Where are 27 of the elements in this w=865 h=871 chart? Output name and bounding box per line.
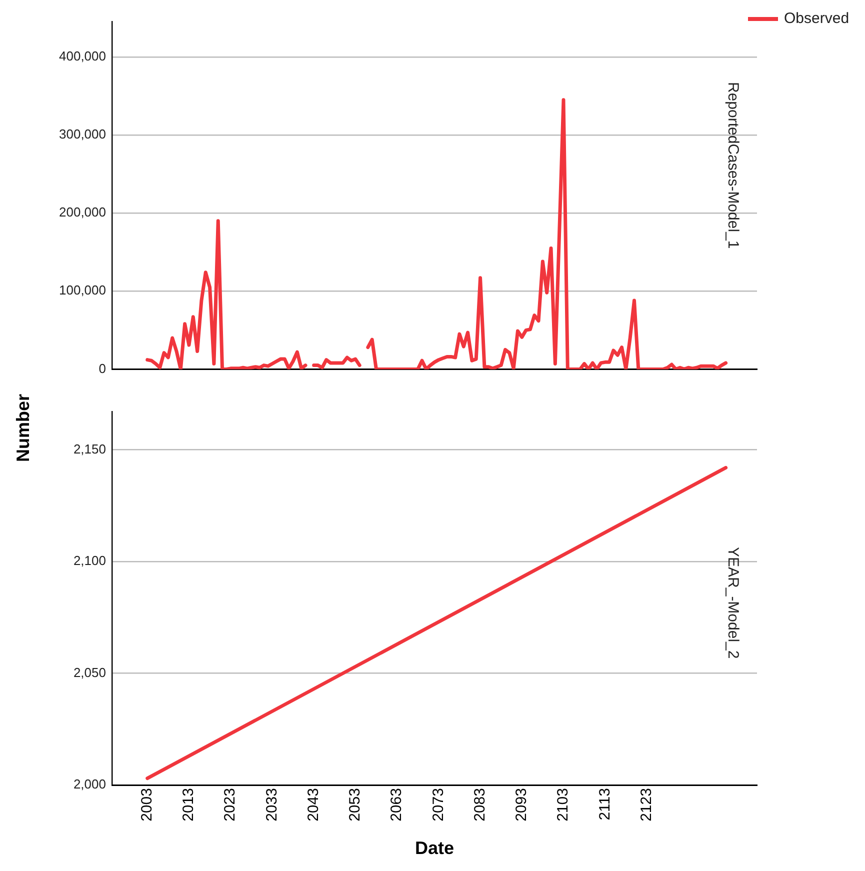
x-tick-label: 2123: [638, 788, 655, 822]
y-tick-label: 100,000: [59, 282, 106, 298]
x-tick-label: 2113: [596, 788, 614, 820]
x-tick-label: 2033: [263, 788, 280, 822]
y-tick-label: 0: [98, 360, 106, 376]
legend-label: Observed: [784, 10, 850, 27]
y-tick-label: 2,050: [73, 664, 106, 680]
y-tick-label: 2,150: [73, 441, 106, 456]
x-tick-label: 2083: [471, 788, 488, 822]
x-tick-label: 2093: [513, 788, 530, 822]
x-tick-label: 2003: [138, 788, 156, 822]
y-tick-label: 200,000: [59, 204, 106, 220]
y-axis-title: Number: [12, 394, 34, 462]
y-tick-label: 400,000: [59, 48, 106, 64]
y-tick-label: 2,000: [73, 776, 106, 792]
x-tick-label: 2043: [304, 788, 322, 822]
x-tick-label: 2103: [554, 788, 572, 822]
x-tick-label: 2013: [180, 788, 198, 822]
y-tick-label: 2,100: [73, 553, 106, 568]
text: YEAR_-Model_2: [724, 547, 742, 659]
x-tick-label: 2053: [346, 788, 364, 822]
x-tick-label: 2073: [430, 788, 447, 822]
y-tick-label: 300,000: [59, 126, 106, 142]
x-axis-title: Date: [414, 838, 454, 858]
text: ReportedCases-Model_1: [724, 82, 742, 249]
x-tick-label: 2023: [222, 788, 239, 822]
x-tick-label: 2063: [388, 788, 406, 822]
